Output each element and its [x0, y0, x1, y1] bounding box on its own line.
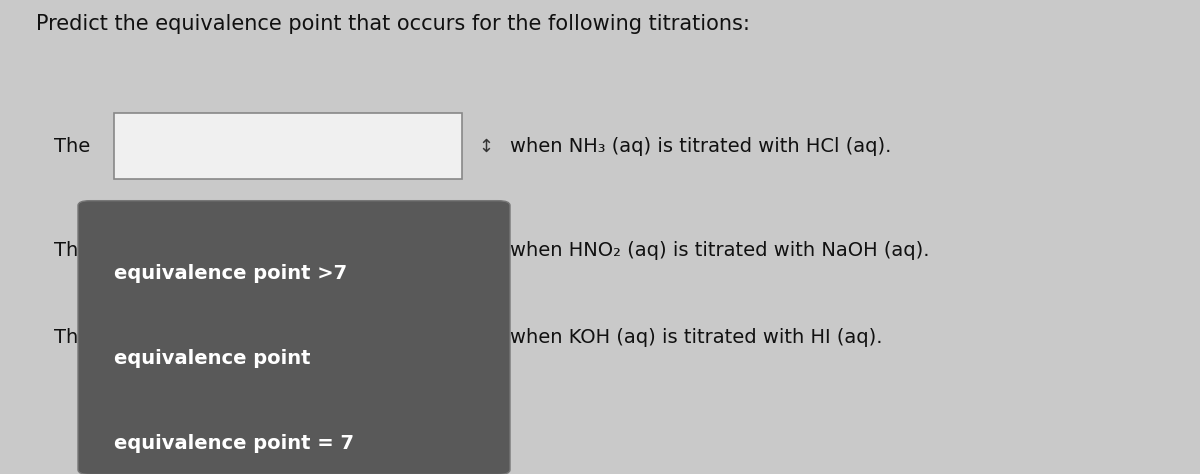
FancyBboxPatch shape: [114, 217, 462, 283]
Text: equivalence point: equivalence point: [114, 349, 311, 368]
Text: when KOH (aq) is titrated with HI (aq).: when KOH (aq) is titrated with HI (aq).: [510, 328, 882, 347]
Text: ↕: ↕: [479, 241, 493, 259]
Text: when NH₃ (aq) is titrated with HCl (aq).: when NH₃ (aq) is titrated with HCl (aq).: [510, 137, 892, 156]
Text: ✓: ✓: [102, 328, 119, 347]
FancyBboxPatch shape: [78, 201, 510, 474]
FancyBboxPatch shape: [114, 113, 462, 180]
Text: ↕: ↕: [479, 137, 493, 155]
Text: when HNO₂ (aq) is titrated with NaOH (aq).: when HNO₂ (aq) is titrated with NaOH (aq…: [510, 241, 930, 260]
Text: Predict the equivalence point that occurs for the following titrations:: Predict the equivalence point that occur…: [36, 14, 750, 34]
Text: equivalence point = 7: equivalence point = 7: [114, 434, 354, 453]
Text: Th: Th: [54, 328, 78, 347]
Text: The: The: [54, 241, 90, 260]
Text: The: The: [54, 137, 90, 156]
Text: equivalence point >7: equivalence point >7: [114, 264, 347, 283]
